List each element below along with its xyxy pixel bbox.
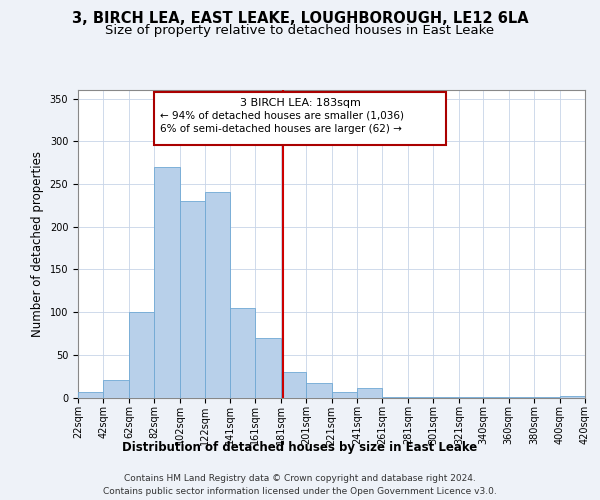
Text: 3, BIRCH LEA, EAST LEAKE, LOUGHBOROUGH, LE12 6LA: 3, BIRCH LEA, EAST LEAKE, LOUGHBOROUGH, … [71, 11, 529, 26]
Bar [433, 396, 459, 398]
Bar [281, 372, 306, 398]
Bar [408, 396, 433, 398]
Bar [103, 380, 129, 398]
Bar [382, 396, 408, 398]
Bar [534, 396, 560, 398]
Text: Contains HM Land Registry data © Crown copyright and database right 2024.: Contains HM Land Registry data © Crown c… [124, 474, 476, 483]
Text: Contains public sector information licensed under the Open Government Licence v3: Contains public sector information licen… [103, 487, 497, 496]
Text: Size of property relative to detached houses in East Leake: Size of property relative to detached ho… [106, 24, 494, 37]
Text: 6% of semi-detached houses are larger (62) →: 6% of semi-detached houses are larger (6… [160, 124, 401, 134]
Y-axis label: Number of detached properties: Number of detached properties [31, 151, 44, 337]
Bar [230, 308, 255, 398]
Bar [180, 201, 205, 398]
Bar [483, 396, 509, 398]
Bar [306, 383, 331, 398]
Text: Distribution of detached houses by size in East Leake: Distribution of detached houses by size … [122, 441, 478, 454]
Bar [154, 167, 180, 398]
Text: 3 BIRCH LEA: 183sqm: 3 BIRCH LEA: 183sqm [240, 98, 361, 108]
Bar [205, 192, 230, 398]
FancyBboxPatch shape [154, 92, 446, 144]
Bar [331, 392, 357, 398]
Bar [459, 396, 483, 398]
Bar [357, 388, 382, 398]
Bar [509, 396, 534, 398]
Bar [129, 312, 154, 398]
Bar [255, 338, 281, 398]
Text: ← 94% of detached houses are smaller (1,036): ← 94% of detached houses are smaller (1,… [160, 110, 404, 120]
Bar [560, 396, 585, 398]
Bar [78, 392, 103, 398]
